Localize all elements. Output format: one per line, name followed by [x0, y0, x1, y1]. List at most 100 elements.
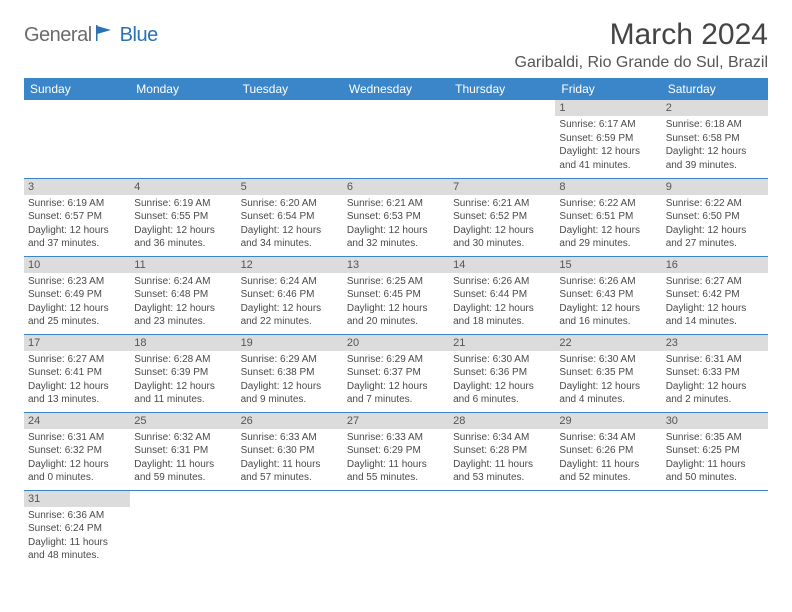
calendar-day-cell: 18Sunrise: 6:28 AMSunset: 6:39 PMDayligh…: [130, 334, 236, 412]
calendar-day-cell: [449, 490, 555, 568]
day-number: 5: [237, 179, 343, 195]
calendar-day-cell: 23Sunrise: 6:31 AMSunset: 6:33 PMDayligh…: [662, 334, 768, 412]
weekday-header: Friday: [555, 78, 661, 100]
day-body: Sunrise: 6:29 AMSunset: 6:37 PMDaylight:…: [343, 351, 449, 411]
calendar-day-cell: 6Sunrise: 6:21 AMSunset: 6:53 PMDaylight…: [343, 178, 449, 256]
day-number: 3: [24, 179, 130, 195]
calendar-day-cell: 25Sunrise: 6:32 AMSunset: 6:31 PMDayligh…: [130, 412, 236, 490]
weekday-header-row: SundayMondayTuesdayWednesdayThursdayFrid…: [24, 78, 768, 100]
day-body: Sunrise: 6:26 AMSunset: 6:44 PMDaylight:…: [449, 273, 555, 333]
calendar-week-row: 31Sunrise: 6:36 AMSunset: 6:24 PMDayligh…: [24, 490, 768, 568]
day-number: 13: [343, 257, 449, 273]
calendar-day-cell: 29Sunrise: 6:34 AMSunset: 6:26 PMDayligh…: [555, 412, 661, 490]
calendar-day-cell: 21Sunrise: 6:30 AMSunset: 6:36 PMDayligh…: [449, 334, 555, 412]
calendar-week-row: 3Sunrise: 6:19 AMSunset: 6:57 PMDaylight…: [24, 178, 768, 256]
day-body: Sunrise: 6:27 AMSunset: 6:42 PMDaylight:…: [662, 273, 768, 333]
calendar-day-cell: [449, 100, 555, 178]
day-number: 10: [24, 257, 130, 273]
day-number: 27: [343, 413, 449, 429]
day-number: 12: [237, 257, 343, 273]
weekday-header: Thursday: [449, 78, 555, 100]
month-title: March 2024: [515, 18, 768, 52]
day-body: Sunrise: 6:36 AMSunset: 6:24 PMDaylight:…: [24, 507, 130, 567]
flag-icon: [96, 24, 116, 47]
day-number: 2: [662, 100, 768, 116]
day-body: Sunrise: 6:29 AMSunset: 6:38 PMDaylight:…: [237, 351, 343, 411]
day-body: Sunrise: 6:32 AMSunset: 6:31 PMDaylight:…: [130, 429, 236, 489]
day-number: 11: [130, 257, 236, 273]
weekday-header: Tuesday: [237, 78, 343, 100]
calendar-day-cell: 19Sunrise: 6:29 AMSunset: 6:38 PMDayligh…: [237, 334, 343, 412]
day-number: 29: [555, 413, 661, 429]
day-body: Sunrise: 6:30 AMSunset: 6:35 PMDaylight:…: [555, 351, 661, 411]
day-number: 17: [24, 335, 130, 351]
calendar-week-row: 17Sunrise: 6:27 AMSunset: 6:41 PMDayligh…: [24, 334, 768, 412]
day-number: 1: [555, 100, 661, 116]
calendar-day-cell: 2Sunrise: 6:18 AMSunset: 6:58 PMDaylight…: [662, 100, 768, 178]
day-body: Sunrise: 6:33 AMSunset: 6:30 PMDaylight:…: [237, 429, 343, 489]
day-number: 31: [24, 491, 130, 507]
calendar-day-cell: 8Sunrise: 6:22 AMSunset: 6:51 PMDaylight…: [555, 178, 661, 256]
calendar-body: 1Sunrise: 6:17 AMSunset: 6:59 PMDaylight…: [24, 100, 768, 568]
calendar-day-cell: [130, 490, 236, 568]
title-block: March 2024 Garibaldi, Rio Grande do Sul,…: [515, 18, 768, 72]
calendar-day-cell: 24Sunrise: 6:31 AMSunset: 6:32 PMDayligh…: [24, 412, 130, 490]
day-body: Sunrise: 6:28 AMSunset: 6:39 PMDaylight:…: [130, 351, 236, 411]
day-body: Sunrise: 6:18 AMSunset: 6:58 PMDaylight:…: [662, 116, 768, 176]
day-body: Sunrise: 6:35 AMSunset: 6:25 PMDaylight:…: [662, 429, 768, 489]
calendar-day-cell: 27Sunrise: 6:33 AMSunset: 6:29 PMDayligh…: [343, 412, 449, 490]
day-body: Sunrise: 6:17 AMSunset: 6:59 PMDaylight:…: [555, 116, 661, 176]
day-body: Sunrise: 6:31 AMSunset: 6:33 PMDaylight:…: [662, 351, 768, 411]
day-number: 6: [343, 179, 449, 195]
day-number: 30: [662, 413, 768, 429]
calendar-week-row: 1Sunrise: 6:17 AMSunset: 6:59 PMDaylight…: [24, 100, 768, 178]
logo-text-blue: Blue: [120, 24, 158, 47]
calendar-day-cell: 11Sunrise: 6:24 AMSunset: 6:48 PMDayligh…: [130, 256, 236, 334]
calendar-week-row: 24Sunrise: 6:31 AMSunset: 6:32 PMDayligh…: [24, 412, 768, 490]
calendar-day-cell: 7Sunrise: 6:21 AMSunset: 6:52 PMDaylight…: [449, 178, 555, 256]
day-body: Sunrise: 6:31 AMSunset: 6:32 PMDaylight:…: [24, 429, 130, 489]
calendar-day-cell: 5Sunrise: 6:20 AMSunset: 6:54 PMDaylight…: [237, 178, 343, 256]
calendar-week-row: 10Sunrise: 6:23 AMSunset: 6:49 PMDayligh…: [24, 256, 768, 334]
day-number: 16: [662, 257, 768, 273]
day-body: Sunrise: 6:33 AMSunset: 6:29 PMDaylight:…: [343, 429, 449, 489]
calendar-day-cell: 15Sunrise: 6:26 AMSunset: 6:43 PMDayligh…: [555, 256, 661, 334]
calendar-day-cell: 17Sunrise: 6:27 AMSunset: 6:41 PMDayligh…: [24, 334, 130, 412]
calendar-day-cell: 14Sunrise: 6:26 AMSunset: 6:44 PMDayligh…: [449, 256, 555, 334]
weekday-header: Saturday: [662, 78, 768, 100]
day-body: Sunrise: 6:24 AMSunset: 6:46 PMDaylight:…: [237, 273, 343, 333]
day-body: Sunrise: 6:22 AMSunset: 6:51 PMDaylight:…: [555, 195, 661, 255]
calendar-day-cell: [237, 100, 343, 178]
day-body: Sunrise: 6:22 AMSunset: 6:50 PMDaylight:…: [662, 195, 768, 255]
day-number: 14: [449, 257, 555, 273]
calendar-day-cell: 28Sunrise: 6:34 AMSunset: 6:28 PMDayligh…: [449, 412, 555, 490]
calendar-day-cell: 30Sunrise: 6:35 AMSunset: 6:25 PMDayligh…: [662, 412, 768, 490]
day-number: 21: [449, 335, 555, 351]
day-number: 19: [237, 335, 343, 351]
day-number: 23: [662, 335, 768, 351]
day-body: Sunrise: 6:19 AMSunset: 6:55 PMDaylight:…: [130, 195, 236, 255]
day-number: 18: [130, 335, 236, 351]
day-number: 15: [555, 257, 661, 273]
day-body: Sunrise: 6:26 AMSunset: 6:43 PMDaylight:…: [555, 273, 661, 333]
day-body: Sunrise: 6:21 AMSunset: 6:53 PMDaylight:…: [343, 195, 449, 255]
day-number: 24: [24, 413, 130, 429]
day-body: Sunrise: 6:34 AMSunset: 6:28 PMDaylight:…: [449, 429, 555, 489]
calendar-day-cell: [662, 490, 768, 568]
calendar-table: SundayMondayTuesdayWednesdayThursdayFrid…: [24, 78, 768, 568]
weekday-header: Monday: [130, 78, 236, 100]
header: General Blue March 2024 Garibaldi, Rio G…: [24, 18, 768, 72]
day-body: Sunrise: 6:21 AMSunset: 6:52 PMDaylight:…: [449, 195, 555, 255]
day-number: 20: [343, 335, 449, 351]
calendar-day-cell: 22Sunrise: 6:30 AMSunset: 6:35 PMDayligh…: [555, 334, 661, 412]
calendar-day-cell: 26Sunrise: 6:33 AMSunset: 6:30 PMDayligh…: [237, 412, 343, 490]
day-number: 25: [130, 413, 236, 429]
day-number: 4: [130, 179, 236, 195]
day-number: 28: [449, 413, 555, 429]
calendar-day-cell: 13Sunrise: 6:25 AMSunset: 6:45 PMDayligh…: [343, 256, 449, 334]
calendar-day-cell: 3Sunrise: 6:19 AMSunset: 6:57 PMDaylight…: [24, 178, 130, 256]
logo-text-general: General: [24, 24, 92, 47]
calendar-day-cell: 12Sunrise: 6:24 AMSunset: 6:46 PMDayligh…: [237, 256, 343, 334]
calendar-day-cell: [24, 100, 130, 178]
day-body: Sunrise: 6:30 AMSunset: 6:36 PMDaylight:…: [449, 351, 555, 411]
